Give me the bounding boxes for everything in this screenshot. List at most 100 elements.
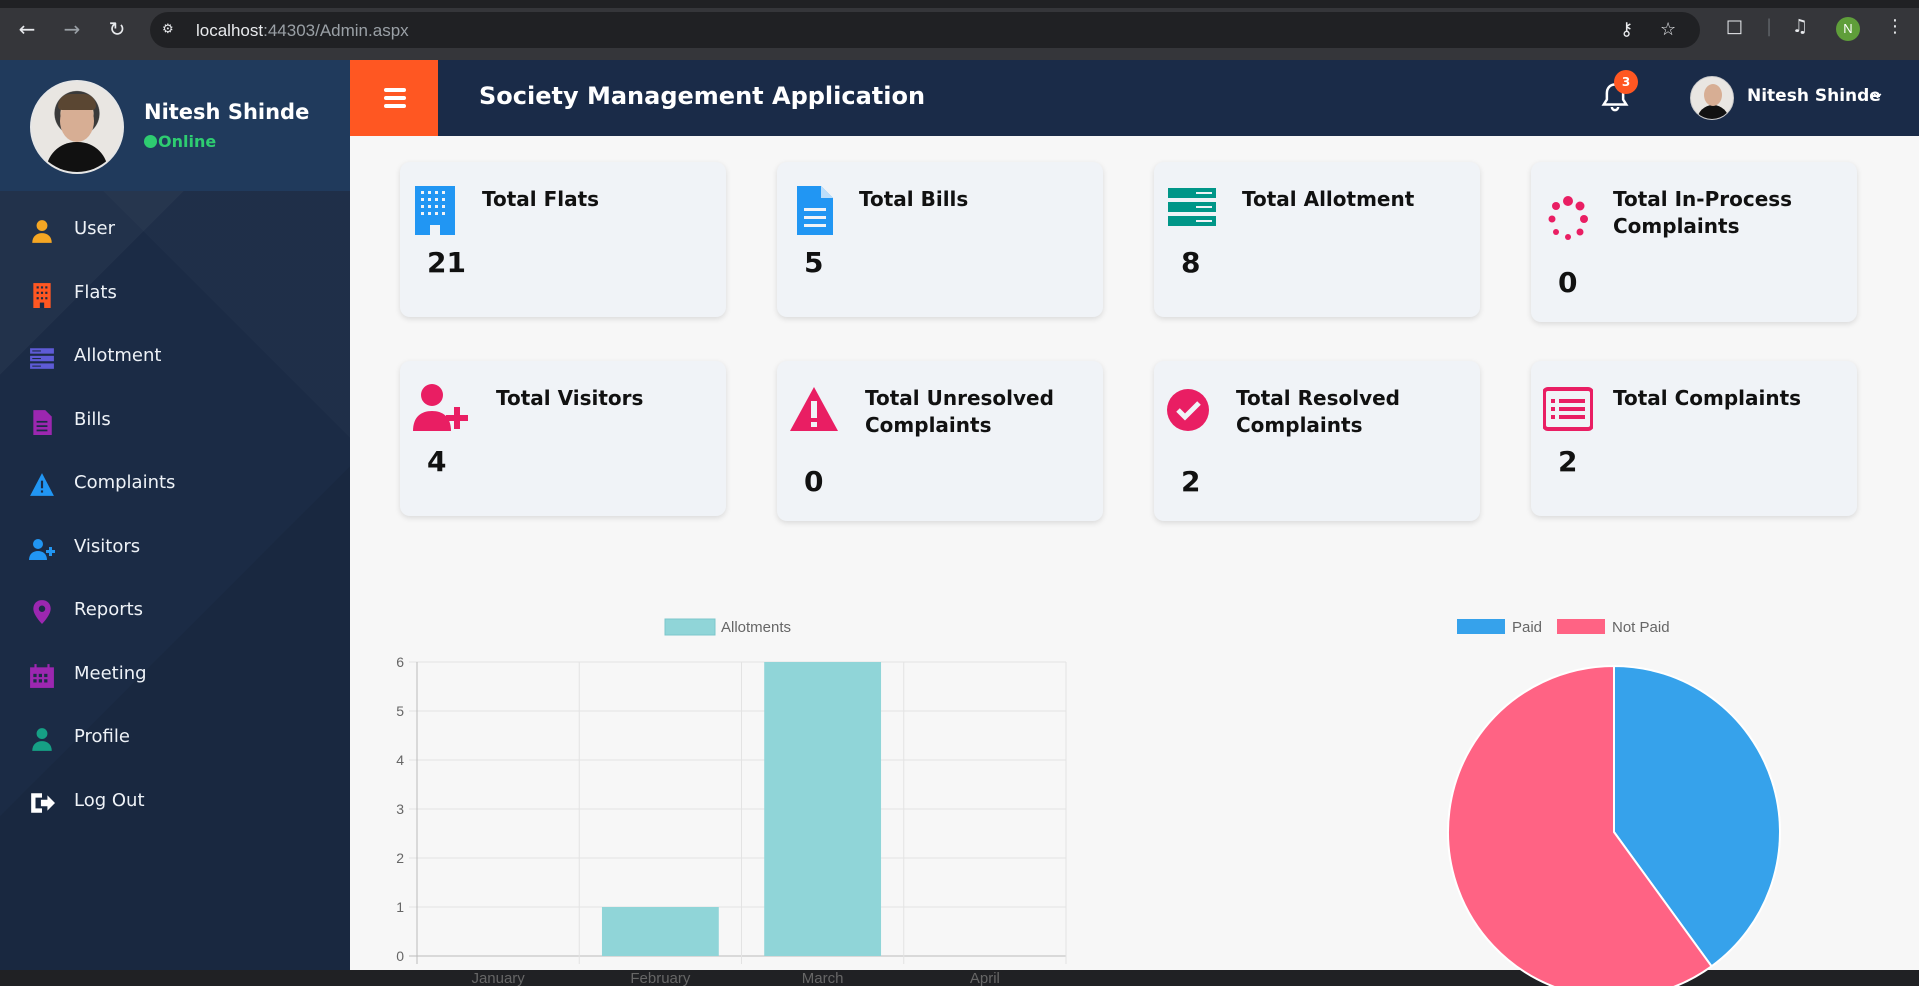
sidebar-user-name: Nitesh Shinde <box>144 100 310 124</box>
stat-card-total-bills[interactable]: Total Bills 5 <box>777 162 1103 317</box>
tab-strip <box>0 0 1919 8</box>
sidebar-item-label: Complaints <box>74 472 176 493</box>
sidebar-item-user[interactable]: User <box>0 200 350 264</box>
browser-profile-avatar[interactable]: N <box>1836 17 1860 41</box>
online-status: Online <box>144 132 216 151</box>
card-value: 8 <box>1181 246 1201 279</box>
stat-card-total-unresolved-complaints[interactable]: Total Unresolved Complaints 0 <box>777 361 1103 521</box>
x-tick-label: February <box>630 970 691 986</box>
user-plus-icon <box>413 384 468 431</box>
sidebar-item-label: Flats <box>74 281 117 303</box>
sidebar-item-label: Bills <box>74 408 111 430</box>
card-value: 2 <box>1181 465 1201 498</box>
card-title: Total Resolved Complaints <box>1236 386 1400 437</box>
toolbar-divider: | <box>1766 16 1773 37</box>
card-value: 5 <box>804 246 824 279</box>
sidebar-item-complaints[interactable]: Complaints <box>0 454 350 518</box>
sidebar-item-flats[interactable]: Flats <box>0 264 350 328</box>
sidebar-menu: User Flats Allotment Bills Complaints Vi… <box>0 200 350 835</box>
legend-label: Paid <box>1512 619 1542 636</box>
x-tick-label: April <box>970 970 1000 986</box>
bills-pie-chart: Paid Not Paid <box>1447 619 1781 986</box>
card-title: Total Bills <box>859 187 969 211</box>
map-pin-icon <box>33 600 51 624</box>
url-text: localhost:44303/Admin.aspx <box>196 21 409 41</box>
star-icon[interactable]: ☆ <box>1660 19 1677 40</box>
card-title: Total Flats <box>482 187 600 211</box>
legend-swatch <box>1557 619 1605 634</box>
building-icon <box>33 282 51 308</box>
y-tick-label: 1 <box>396 899 404 915</box>
server-icon <box>1168 188 1216 226</box>
key-icon[interactable]: ⚷ <box>1620 19 1634 40</box>
url-host: localhost <box>196 21 264 40</box>
card-value: 0 <box>1558 266 1578 299</box>
bar <box>601 907 719 956</box>
stat-card-total-in-process-complaints[interactable]: Total In-Process Complaints 0 <box>1531 162 1857 322</box>
bar <box>764 662 882 956</box>
stat-card-total-visitors[interactable]: Total Visitors 4 <box>400 361 726 516</box>
stat-card-total-allotment[interactable]: Total Allotment 8 <box>1154 162 1480 317</box>
user-plus-icon <box>29 538 55 560</box>
calendar-icon <box>30 663 54 688</box>
building-icon <box>415 186 455 235</box>
card-title: Total Complaints <box>1613 386 1802 410</box>
warning-icon <box>790 387 838 431</box>
sidebar-item-label: User <box>74 218 116 239</box>
file-icon <box>33 409 52 435</box>
chevron-down-icon[interactable]: ⌄ <box>1870 82 1886 103</box>
y-tick-label: 0 <box>396 948 404 964</box>
status-text: Online <box>158 132 217 151</box>
stat-card-total-resolved-complaints[interactable]: Total Resolved Complaints 2 <box>1154 361 1480 521</box>
avatar <box>30 80 124 174</box>
card-value: 4 <box>427 445 447 478</box>
back-arrow-icon[interactable]: ← <box>18 17 36 41</box>
y-tick-label: 2 <box>396 850 404 866</box>
page-title: Society Management Application <box>479 82 926 110</box>
pie-slice <box>1613 664 1781 968</box>
sidebar-item-logout[interactable]: Log Out <box>0 772 350 836</box>
stat-card-total-complaints[interactable]: Total Complaints 2 <box>1531 361 1857 516</box>
header-avatar[interactable] <box>1690 76 1734 120</box>
card-value: 21 <box>427 246 466 279</box>
top-header: Society Management Application 3 Nitesh … <box>350 60 1919 136</box>
sidebar-item-label: Reports <box>74 599 144 620</box>
sidebar-item-meeting[interactable]: Meeting <box>0 645 350 709</box>
url-path: :44303/Admin.aspx <box>263 21 409 40</box>
spinner-icon <box>1548 196 1588 240</box>
sidebar-item-profile[interactable]: Profile <box>0 708 350 772</box>
check-circle-icon <box>1167 389 1209 431</box>
warning-icon <box>30 473 54 496</box>
header-user-name[interactable]: Nitesh Shinde <box>1747 86 1881 106</box>
media-control-icon[interactable]: ♫ <box>1792 16 1809 37</box>
sidebar-item-bills[interactable]: Bills <box>0 391 350 455</box>
sidebar-item-reports[interactable]: Reports <box>0 581 350 645</box>
sidebar-item-label: Log Out <box>74 789 145 811</box>
forward-arrow-icon[interactable]: → <box>63 17 81 41</box>
sidebar-item-allotment[interactable]: Allotment <box>0 327 350 391</box>
card-value: 2 <box>1558 445 1578 478</box>
y-tick-label: 4 <box>396 752 404 768</box>
x-tick-label: March <box>802 970 844 986</box>
menu-toggle-button[interactable] <box>350 60 438 136</box>
card-title: Total Visitors <box>496 386 644 410</box>
reload-icon[interactable]: ↻ <box>108 17 126 41</box>
server-icon <box>30 348 54 369</box>
address-bar[interactable]: ⚙ localhost:44303/Admin.aspx ⚷ ☆ <box>150 12 1700 48</box>
allotments-bar-chart: Allotments 0 1 2 3 4 5 6 January February March Apr… <box>396 618 1067 986</box>
site-info-icon[interactable]: ⚙ <box>162 22 174 37</box>
file-icon <box>797 186 833 235</box>
sidebar-item-visitors[interactable]: Visitors <box>0 518 350 582</box>
user-icon <box>32 728 52 751</box>
card-title: Total Allotment <box>1242 187 1415 211</box>
stat-card-total-flats[interactable]: Total Flats 21 <box>400 162 726 317</box>
extensions-icon[interactable]: □ <box>1726 16 1744 37</box>
card-title: Total Unresolved Complaints <box>865 386 1054 437</box>
browser-chrome: ← → ↻ ⚙ localhost:44303/Admin.aspx ⚷ ☆ □… <box>0 0 1919 60</box>
y-tick-label: 6 <box>396 654 404 670</box>
pie-slice <box>1447 664 1713 986</box>
user-icon <box>32 220 52 243</box>
legend-label: Allotments <box>721 619 791 636</box>
browser-menu-icon[interactable]: ⋮ <box>1886 16 1904 37</box>
app-root: Nitesh Shinde Online User Flats Allotmen… <box>0 60 1919 986</box>
